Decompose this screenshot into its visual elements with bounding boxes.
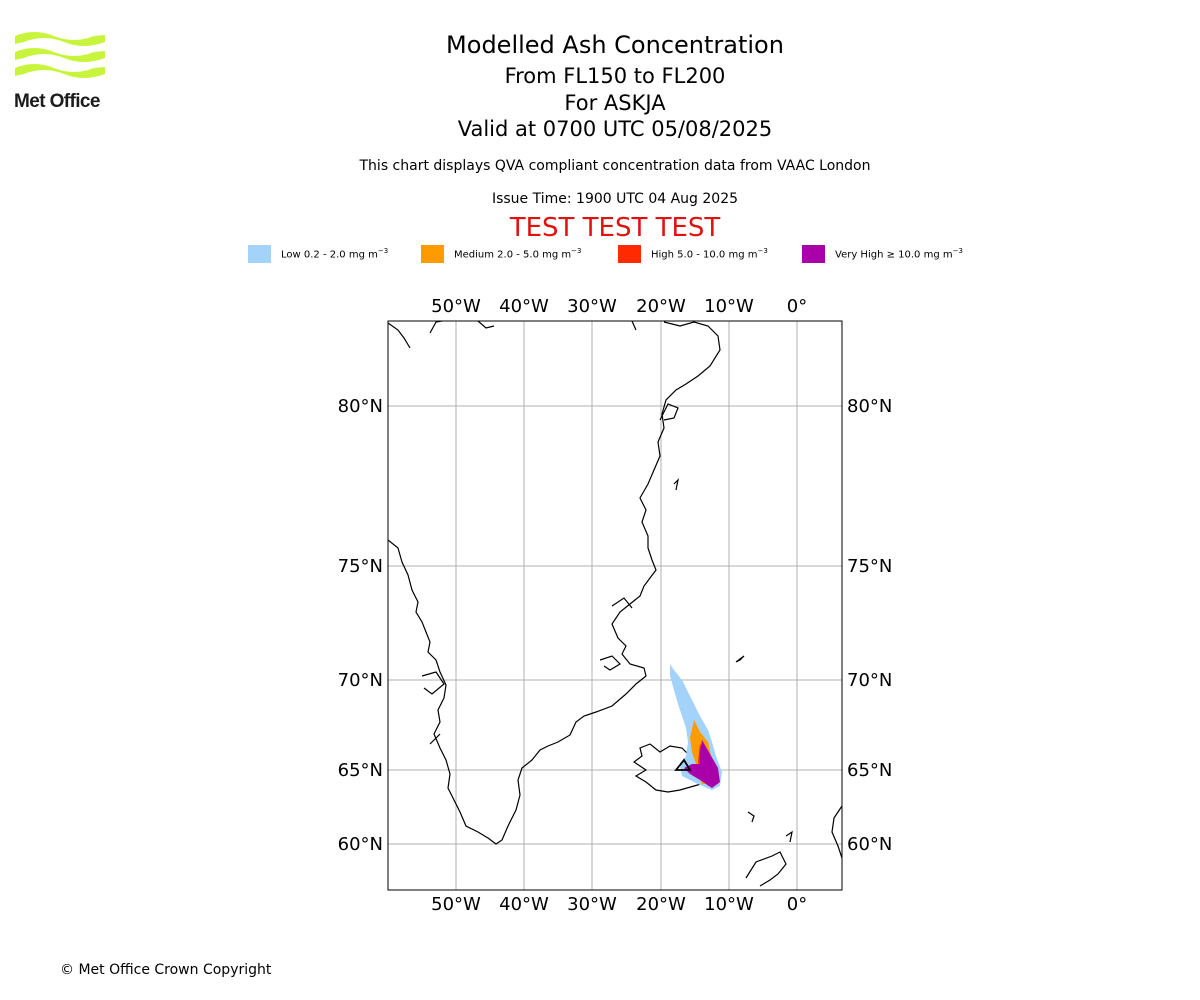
bottom-lon-labels: 50°W 40°W 30°W 20°W 10°W 0° [431,894,807,915]
lon-label-top: 0° [787,296,807,317]
lat-label-left: 80°N [338,396,383,417]
legend-label-medium: Medium 2.0 - 5.0 mg m−3 [454,247,582,261]
lon-label-top: 30°W [567,296,617,317]
legend-swatch-high [618,245,641,263]
lon-label-bottom: 20°W [636,894,686,915]
issue-time: Issue Time: 1900 UTC 04 Aug 2025 [491,191,739,207]
lat-label-right: 75°N [847,556,892,577]
lon-label-top: 40°W [499,296,549,317]
lon-label-bottom: 50°W [431,894,481,915]
legend-item-medium: Medium 2.0 - 5.0 mg m−3 [421,244,581,264]
legend: Low 0.2 - 2.0 mg m−3 Medium 2.0 - 5.0 mg… [0,244,1200,264]
right-lat-labels: 80°N 75°N 70°N 65°N 60°N [847,396,892,855]
lat-label-left: 60°N [338,834,383,855]
lon-label-bottom: 0° [787,894,807,915]
map-frame [387,320,843,891]
ash-very-high-area [684,740,720,788]
volcano-name: For ASKJA [564,91,666,115]
legend-item-high: High 5.0 - 10.0 mg m−3 [618,244,768,264]
lat-label-right: 65°N [847,760,892,781]
lat-label-left: 70°N [338,670,383,691]
lon-label-top: 20°W [636,296,686,317]
legend-label-very-high: Very High ≥ 10.0 mg m−3 [835,247,963,261]
lat-label-right: 60°N [847,834,892,855]
wave-logo-icon [15,32,105,78]
left-lat-labels: 80°N 75°N 70°N 65°N 60°N [338,396,383,855]
graticule [388,321,842,890]
lon-label-top: 50°W [431,296,481,317]
lat-label-right: 70°N [847,670,892,691]
legend-label-high: High 5.0 - 10.0 mg m−3 [651,247,768,261]
legend-item-low: Low 0.2 - 2.0 mg m−3 [248,244,388,264]
coastlines [388,321,842,887]
ash-plume [670,664,722,790]
volcano-marker [674,758,692,771]
legend-swatch-medium [421,245,444,263]
legend-swatch-low [248,245,271,263]
legend-item-very-high: Very High ≥ 10.0 mg m−3 [802,244,963,264]
chart-description: This chart displays QVA compliant concen… [359,158,871,174]
logo-text: Met Office [14,91,100,112]
test-banner: TEST TEST TEST [509,213,721,243]
chart-title: Modelled Ash Concentration [446,31,784,59]
met-office-logo: Met Office [14,30,110,112]
legend-label-low: Low 0.2 - 2.0 mg m−3 [281,247,389,261]
lat-label-left: 65°N [338,760,383,781]
lon-label-top: 10°W [704,296,754,317]
lat-label-left: 75°N [338,556,383,577]
legend-swatch-very-high [802,245,825,263]
copyright-notice: © Met Office Crown Copyright [60,962,272,978]
lat-label-right: 80°N [847,396,892,417]
lon-label-bottom: 10°W [704,894,754,915]
top-lon-labels: 50°W 40°W 30°W 20°W 10°W 0° [431,296,807,317]
lon-label-bottom: 40°W [499,894,549,915]
valid-time: Valid at 0700 UTC 05/08/2025 [457,117,773,141]
lon-label-bottom: 30°W [567,894,617,915]
flight-level-range: From FL150 to FL200 [504,64,726,88]
